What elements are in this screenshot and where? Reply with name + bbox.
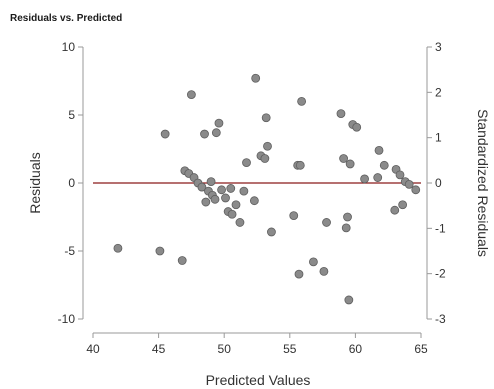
data-point	[374, 145, 384, 155]
data-point	[226, 184, 236, 193]
x-tick-label: 60	[349, 342, 363, 356]
data-point	[160, 129, 170, 139]
data-point	[319, 266, 329, 276]
x-tick-label: 55	[283, 342, 297, 356]
data-point	[242, 158, 251, 168]
data-point	[344, 295, 354, 305]
data-point	[206, 177, 216, 187]
y2-tick-label: -3	[435, 312, 446, 326]
data-point	[235, 218, 245, 227]
data-point	[360, 174, 369, 184]
y-axis-label: Residuals	[27, 152, 43, 213]
data-point	[289, 211, 299, 221]
data-point	[211, 128, 221, 138]
data-point	[251, 73, 261, 83]
data-point	[210, 194, 220, 204]
data-point	[294, 269, 304, 279]
x-tick-label: 45	[152, 342, 166, 356]
data-point	[221, 193, 230, 203]
data-point	[200, 129, 209, 139]
data-point	[239, 186, 249, 196]
y2-tick-label: 3	[435, 40, 442, 54]
y-tick-label: 10	[62, 40, 76, 54]
y-ticks: 10 5 0 -5 -10	[58, 40, 83, 326]
data-point	[341, 223, 351, 233]
y-tick-label: -5	[64, 244, 75, 258]
data-point	[295, 160, 305, 170]
data-point	[177, 256, 187, 265]
data-point	[404, 179, 414, 189]
data-point	[231, 200, 241, 210]
data-point	[390, 205, 400, 215]
x-axis-label: Predicted Values	[206, 372, 311, 388]
y2-ticks: 3 2 1 0 -1 -2 -3	[427, 40, 446, 326]
data-point	[186, 90, 196, 99]
data-point	[352, 122, 362, 132]
data-point	[214, 118, 224, 128]
data-points	[113, 73, 421, 305]
y-tick-label: 0	[68, 176, 75, 190]
data-point	[217, 185, 226, 195]
data-point	[339, 154, 348, 163]
data-point	[379, 160, 389, 170]
data-point	[345, 159, 355, 169]
data-point	[343, 212, 352, 222]
data-point	[398, 200, 408, 210]
x-ticks: 40 45 50 55 60 65	[86, 333, 428, 356]
y2-tick-label: 1	[435, 131, 442, 145]
data-point	[249, 196, 259, 206]
data-point	[322, 218, 331, 227]
x-tick-label: 40	[86, 342, 100, 356]
y2-tick-label: -2	[435, 267, 446, 281]
data-point	[373, 173, 383, 182]
data-point	[395, 170, 405, 180]
data-point	[263, 141, 272, 151]
y-tick-label: 5	[68, 108, 75, 122]
data-point	[267, 227, 276, 237]
data-point	[260, 154, 270, 163]
y-tick-label: -10	[58, 312, 76, 326]
x-tick-label: 50	[218, 342, 232, 356]
y2-tick-label: 0	[435, 176, 442, 190]
data-point	[336, 109, 346, 119]
y2-tick-label: -1	[435, 221, 446, 235]
data-point	[411, 185, 421, 195]
y2-tick-label: 2	[435, 85, 442, 99]
data-point	[201, 197, 211, 207]
data-point	[113, 243, 123, 253]
data-point	[297, 97, 307, 106]
data-point	[261, 113, 271, 123]
x-tick-label: 65	[414, 342, 428, 356]
axes	[82, 47, 428, 334]
chart-title: Residuals vs. Predicted	[10, 13, 122, 24]
data-point	[227, 209, 237, 219]
data-point	[155, 246, 165, 256]
y2-axis-label: Standardized Residuals	[475, 109, 491, 257]
data-point	[309, 257, 318, 267]
data-point	[197, 182, 207, 192]
